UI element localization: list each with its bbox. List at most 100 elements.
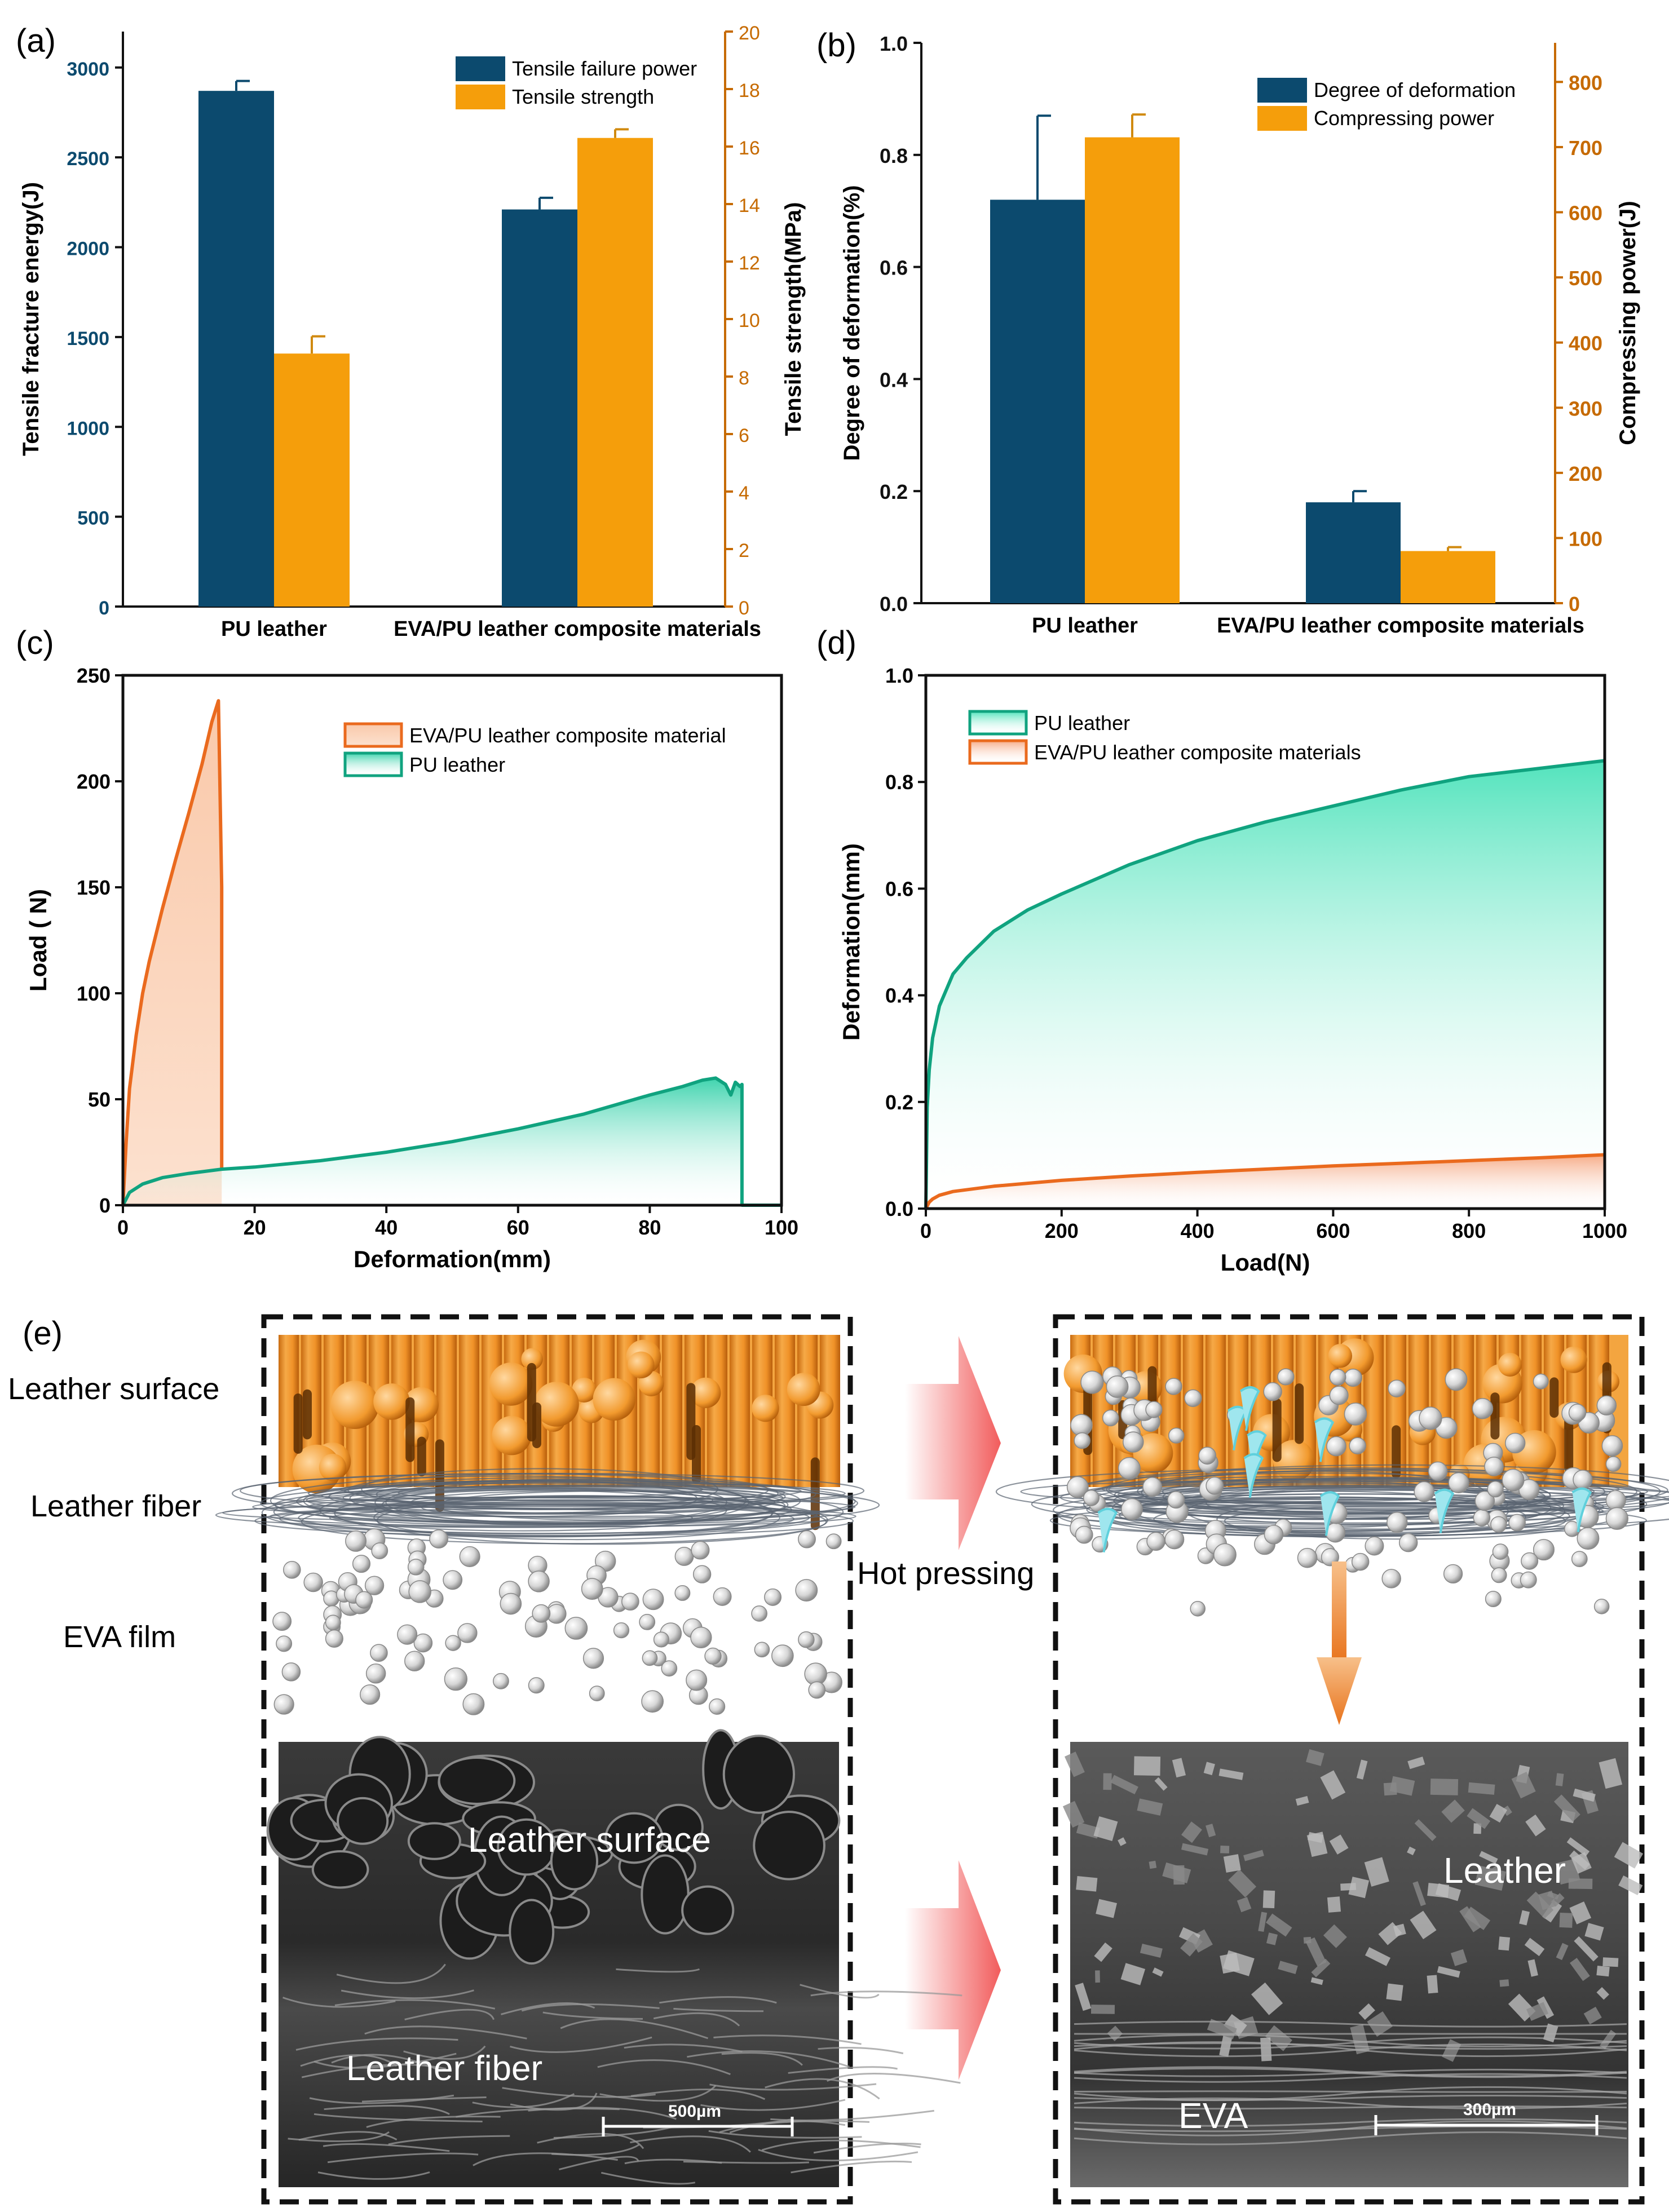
eva-sphere	[1577, 1527, 1600, 1550]
sem-fragment	[1596, 1987, 1609, 2000]
legend-label: EVA/PU leather composite material	[409, 724, 726, 747]
sem-fragment	[1348, 1877, 1370, 1899]
right-tick-label: 10	[739, 310, 760, 331]
sem-layer-line	[1074, 2036, 1627, 2050]
eva-sphere	[355, 1591, 373, 1609]
eva-sphere	[1445, 1368, 1468, 1391]
x-tick-label: 200	[1045, 1219, 1079, 1242]
leather-fiber-illustration-left	[215, 1468, 880, 1545]
sem-fiber	[331, 2054, 438, 2071]
sem-fiber	[314, 2052, 457, 2069]
sem-arrow-icon	[905, 1860, 1001, 2080]
right-tick-label: 12	[739, 253, 760, 274]
sem-fragment	[1553, 1794, 1580, 1822]
sem-fragment	[1435, 1883, 1462, 1901]
series-line	[121, 1076, 781, 1207]
eva-sphere	[1398, 1533, 1418, 1552]
eva-sphere	[1473, 1509, 1491, 1527]
eva-sphere	[1167, 1491, 1185, 1509]
surface-bubble	[1498, 1352, 1522, 1377]
sem-fragment	[1306, 1749, 1324, 1766]
eva-sphere	[795, 1579, 818, 1602]
surface-bubble	[1328, 1344, 1353, 1368]
fiber-strand	[261, 1488, 774, 1538]
chart-d: 0 200 400 600 800 1000 0.0 0.2 0.4 0.6 0.8 1.0 Load(…	[838, 664, 1627, 1276]
eva-sphere	[1520, 1571, 1537, 1589]
sem-fiber	[334, 1999, 496, 2010]
sem-fragment	[1340, 1883, 1357, 1891]
sem-fragment	[1412, 1881, 1426, 1906]
left-tick-label: 1000	[67, 418, 109, 439]
sem-fragment	[1427, 1975, 1438, 1994]
left-tick-label: 0.6	[880, 256, 908, 280]
eva-sphere	[325, 1629, 343, 1648]
sem-fiber	[708, 2130, 862, 2139]
sem-fragment	[1162, 1862, 1191, 1883]
sem-fragment	[1152, 1967, 1164, 1977]
sem-layer-line	[1074, 2034, 1627, 2047]
sem-fragment	[1568, 1878, 1593, 1890]
sem-fragment	[1206, 1824, 1216, 1838]
sem-fragment	[1525, 1814, 1546, 1837]
sem-fiber	[560, 2018, 709, 2040]
x-tick-label: 0	[117, 1216, 129, 1239]
hot-pressing-arrow-icon	[905, 1336, 1001, 1550]
eva-sphere	[397, 1624, 418, 1645]
sem-fiber	[709, 2083, 877, 2091]
sem-fiber	[630, 2135, 751, 2153]
sem-right-label-eva: EVA	[1178, 2095, 1248, 2136]
sem-fragment	[1386, 1983, 1403, 2001]
sem-fiber	[551, 2144, 640, 2156]
surface-bubble	[492, 1415, 532, 1456]
eva-sphere	[1190, 1601, 1206, 1617]
eva-sphere	[704, 1647, 722, 1665]
sem-fragment	[1310, 1977, 1323, 1985]
surface-pore	[302, 1389, 312, 1440]
fiber-strand	[240, 1472, 865, 1509]
eva-sphere	[1263, 1382, 1282, 1401]
eva-sphere	[493, 1673, 509, 1689]
eva-sphere	[370, 1644, 388, 1662]
sem-layer-line	[1074, 2094, 1627, 2102]
eva-sphere	[1388, 1379, 1406, 1397]
series-area	[123, 701, 222, 1205]
sem-fragment	[1327, 1896, 1341, 1913]
sem-fragment	[1090, 2005, 1115, 2014]
y-tick-label: 0.6	[885, 877, 913, 900]
sem-fiber	[456, 2108, 620, 2118]
fiber-strand	[376, 1496, 828, 1545]
eva-sphere	[798, 1631, 815, 1648]
sem-fiber	[713, 2034, 862, 2045]
surface-bubble	[534, 1382, 579, 1427]
sem-fragment	[1618, 1875, 1643, 1896]
sem-fragment	[1120, 1963, 1146, 1985]
sem-fragment	[1260, 2037, 1272, 2061]
eva-sphere	[429, 1529, 449, 1549]
sem-fragment	[1140, 1944, 1163, 1958]
surface-pore	[527, 1362, 536, 1442]
legend-swatch	[343, 751, 403, 777]
eva-sphere	[709, 1698, 726, 1715]
label-leather-fiber: Leather fiber	[30, 1489, 201, 1523]
sem-fragment	[1306, 1831, 1328, 1857]
legend-swatch	[968, 739, 1028, 765]
eva-sphere	[1573, 1470, 1593, 1490]
fiber-strand	[381, 1485, 789, 1524]
sem-fiber	[366, 2116, 501, 2128]
surface-bubble	[593, 1378, 635, 1421]
bar	[1401, 551, 1495, 603]
fiber-strand	[410, 1490, 776, 1515]
sem-fragment	[1519, 1910, 1530, 1926]
chart-b: 0.0 0.2 0.4 0.6 0.8 1.0 0 100 200 300 400 500 600 700…	[840, 32, 1640, 638]
bar	[502, 209, 577, 607]
eva-sphere	[404, 1651, 425, 1671]
sem-fragment	[1133, 1756, 1161, 1776]
sem-fragment	[1526, 1891, 1554, 1919]
fiber-strand	[1049, 1505, 1647, 1537]
sem-fiber	[403, 2045, 486, 2060]
legend-label: Tensile strength	[512, 85, 654, 108]
sem-pore	[337, 1797, 389, 1845]
eva-sphere	[582, 1648, 604, 1669]
bar	[1085, 137, 1180, 603]
